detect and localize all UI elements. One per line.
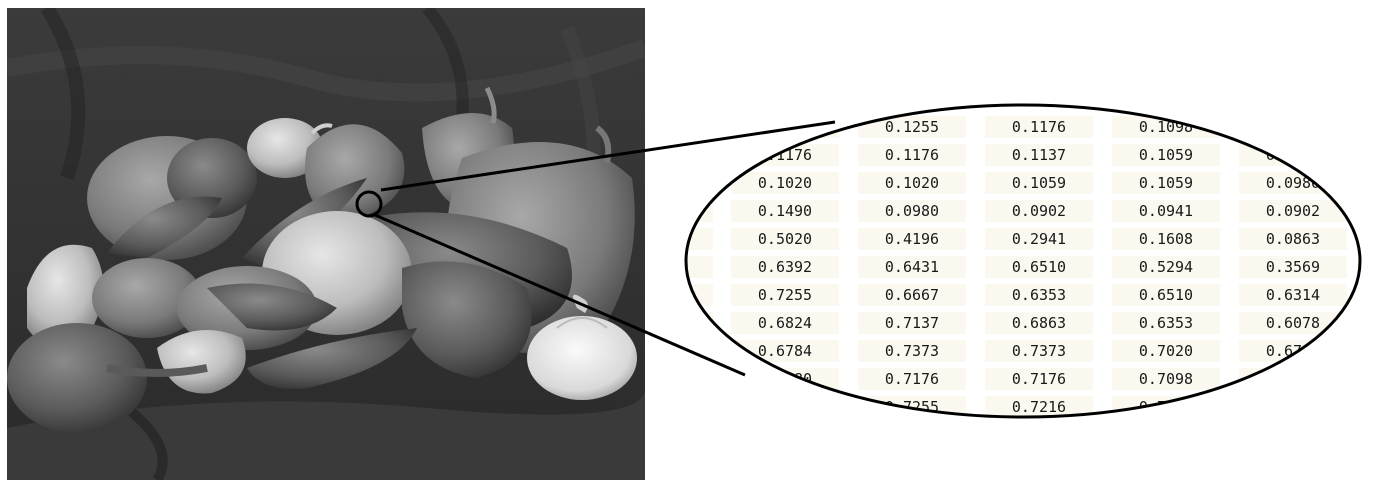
pixel-value-cell: 0.4196 (858, 228, 966, 250)
pixel-value-cell: 0.6431 (858, 256, 966, 278)
pixel-value-cell: 0.3569 (1239, 256, 1347, 278)
pixel-value-cell: 0.7255 (731, 284, 839, 306)
pixel-value-cell: 0.5020 (731, 228, 839, 250)
pixel-value-cell: 0.6510 (985, 256, 1093, 278)
peppers-photo (7, 8, 645, 480)
pixel-value-cell: 0.6863 (985, 312, 1093, 334)
pixel-value-cell: 0.1137 (985, 144, 1093, 166)
pixel-value-cell: 0.6392 (731, 256, 839, 278)
pixel-value-cell: 0.6824 (731, 312, 839, 334)
pixel-value-cell: 0.6353 (1112, 312, 1220, 334)
pixel-value-cell: 0.1059 (1112, 144, 1220, 166)
pixel-value-cell: 0.7176 (985, 368, 1093, 390)
pixel-value-cell: 0.0980 (858, 200, 966, 222)
pixel-value-cell: 0.1255 (858, 116, 966, 138)
pixel-value-cell: 0.2941 (985, 228, 1093, 250)
zoom-connector-bottom (374, 213, 746, 377)
pixel-value-cell: 0.6510 (1112, 284, 1220, 306)
pixel-value-cell: 0.0863 (1239, 228, 1347, 250)
pixel-value-cell: 0.1059 (985, 172, 1093, 194)
pixel-value-cell: 0.6078 (1239, 312, 1347, 334)
pixel-value-cell: 0.1059 (1112, 172, 1220, 194)
pixel-value-cell: 0.1608 (1112, 228, 1220, 250)
pixel-value-cell: 0.7216 (985, 396, 1093, 417)
pixel-value-cell: 0.7098 (1112, 368, 1220, 390)
zoom-connector-top (380, 120, 836, 192)
pixel-value-cell: 0.0902 (1239, 200, 1347, 222)
pixel-value-cell: 0.0902 (985, 200, 1093, 222)
pixel-value-cell: 0.6353 (985, 284, 1093, 306)
pixel-value-cell: 0.7176 (858, 368, 966, 390)
pixel-value-cell: 0.7373 (985, 340, 1093, 362)
zoom-ellipse (684, 103, 1362, 419)
pixel-value-cell: 0.7137 (858, 312, 966, 334)
pixel-value-cell: 0.1020 (731, 172, 839, 194)
pixel-value-cell: 0.7373 (858, 340, 966, 362)
pixel-value-cell: 0.6314 (1239, 284, 1347, 306)
pixel-value-cell: 0.1176 (985, 116, 1093, 138)
pixel-value-cell: 0.1490 (731, 200, 839, 222)
pixel-value-cell: 0.0941 (1112, 200, 1220, 222)
pixel-value-cell: 0.7020 (1112, 340, 1220, 362)
pixel-value-cell: 0.1176 (858, 144, 966, 166)
pixel-value-cell: 0.1020 (858, 172, 966, 194)
pixel-value-cell: 0.5294 (1112, 256, 1220, 278)
pixel-value-cell: 0.6667 (858, 284, 966, 306)
